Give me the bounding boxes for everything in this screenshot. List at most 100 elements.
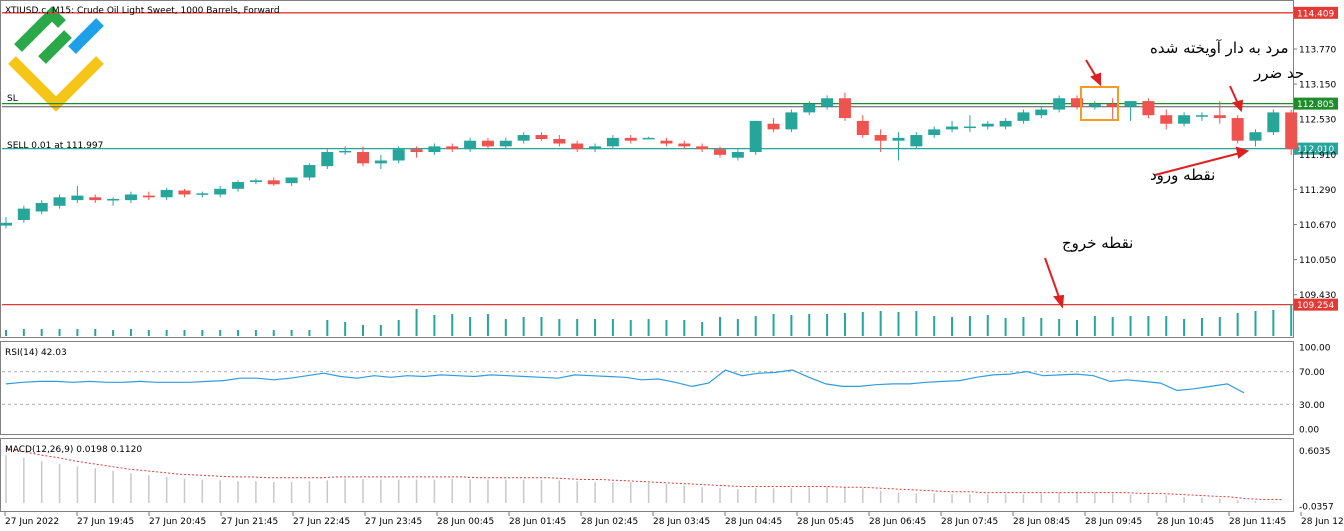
- candle-body-9: [160, 189, 173, 198]
- candle-body-71: [1267, 112, 1280, 133]
- logo-icon: [8, 6, 104, 112]
- price-tick-label-2: 112.530: [1299, 116, 1336, 126]
- candle-body-7: [124, 194, 137, 201]
- candle-body-48: [856, 120, 869, 136]
- candle-body-60: [1071, 98, 1083, 107]
- candle-body-36: [642, 137, 655, 140]
- candle-body-66: [1178, 115, 1191, 124]
- rsi-panel-frame: [0, 341, 1294, 435]
- time-tick-label-4: 27 Jun 22:45: [293, 517, 350, 527]
- exit-point-arrow: [1044, 257, 1061, 301]
- candle-body-42: [749, 120, 762, 153]
- candle-body-33: [589, 146, 602, 150]
- symbol-title: XTIUSD.c, M15: Crude Oil Light Sweet, 10…: [5, 6, 280, 16]
- candle-body-39: [696, 146, 709, 150]
- candle-body-68: [1213, 115, 1226, 119]
- time-tick-label-3: 27 Jun 21:45: [221, 517, 278, 527]
- time-tick-label-15: 28 Jun 09:45: [1085, 517, 1142, 527]
- price-tick-label-0: 113.770: [1299, 45, 1336, 55]
- time-tick-label-14: 28 Jun 08:45: [1013, 517, 1070, 527]
- level-price-label-3: 109.254: [1297, 301, 1334, 311]
- rsi-tick-label-0: 100.00: [1299, 344, 1331, 354]
- price-tick-label-7: 109.430: [1299, 291, 1336, 301]
- price-panel-frame: [0, 0, 1294, 338]
- candle-body-0: [0, 222, 12, 226]
- candle-body-61: [1088, 103, 1101, 107]
- rsi-title: RSI(14) 42.03: [5, 348, 67, 358]
- candle-body-16: [285, 177, 298, 184]
- candle-body-40: [714, 149, 726, 155]
- time-tick-label-10: 28 Jun 04:45: [725, 517, 782, 527]
- price-levels: 114.409 112.805 112.010 109.254: [2, 6, 1338, 311]
- entry-point-arrowhead: [1235, 146, 1250, 159]
- candle-body-41: [731, 152, 744, 158]
- candle-body-44: [785, 112, 798, 130]
- candle-body-17: [303, 165, 316, 178]
- candle-body-51: [910, 135, 923, 147]
- candle-body-20: [357, 152, 369, 164]
- macd-title: MACD(12,26,9) 0.0198 0.1120: [5, 445, 142, 455]
- candle-body-2: [35, 202, 48, 212]
- level-price-label-0: 114.409: [1297, 9, 1334, 19]
- rsi-tick-label-1: 70.00: [1299, 368, 1325, 378]
- stop-loss-arrowhead: [1232, 99, 1244, 113]
- time-tick-label-2: 27 Jun 20:45: [149, 517, 206, 527]
- candle-body-19: [339, 150, 352, 153]
- candle-body-4: [71, 195, 84, 201]
- candle-body-59: [1053, 98, 1066, 110]
- candle-body-24: [428, 146, 441, 153]
- candle-body-10: [178, 190, 191, 195]
- price-tick-label-5: 110.670: [1299, 221, 1336, 231]
- stop-loss-annotation: حد ضرر: [1253, 64, 1304, 82]
- candle-body-26: [464, 140, 477, 150]
- candle-body-47: [838, 98, 851, 119]
- entry-point-arrow: [1154, 152, 1241, 176]
- time-tick-label-12: 28 Jun 06:45: [869, 517, 926, 527]
- candle-body-69: [1231, 118, 1244, 141]
- candle-body-25: [446, 146, 459, 150]
- candle-body-64: [1142, 101, 1155, 116]
- price-tick-label-4: 111.290: [1299, 186, 1336, 196]
- rsi-series: 100.00 70.00 30.00 0.00: [2, 344, 1331, 436]
- time-tick-label-8: 28 Jun 02:45: [581, 517, 638, 527]
- time-tick-label-13: 28 Jun 07:45: [941, 517, 998, 527]
- candle-body-29: [517, 135, 530, 141]
- time-tick-label-18: 28 Jun 12:45: [1301, 517, 1344, 527]
- candle-body-23: [410, 149, 423, 153]
- time-tick-label-7: 28 Jun 01:45: [509, 517, 566, 527]
- price-tick-label-1: 113.150: [1299, 81, 1336, 91]
- candle-body-54: [963, 126, 976, 129]
- candle-body-38: [678, 143, 691, 147]
- candle-body-27: [481, 140, 494, 147]
- time-tick-label-5: 27 Jun 23:45: [365, 517, 422, 527]
- macd-tick-label-0: 0.6035: [1299, 447, 1331, 457]
- candle-body-63: [1124, 101, 1137, 107]
- time-tick-label-9: 28 Jun 03:45: [653, 517, 710, 527]
- candle-body-11: [196, 193, 209, 195]
- sell-order-label: SELL 0.01 at 111.997: [7, 141, 103, 151]
- candle-body-70: [1249, 132, 1262, 141]
- candle-body-13: [232, 182, 245, 189]
- candle-body-1: [17, 208, 30, 220]
- sl-label: SL: [7, 94, 18, 104]
- candle-body-30: [535, 135, 548, 139]
- candle-body-8: [142, 195, 155, 198]
- macd-signal-line: [5, 448, 1282, 500]
- candle-body-49: [874, 135, 887, 141]
- candle-body-62: [1106, 103, 1119, 107]
- candle-body-12: [214, 188, 227, 195]
- candle-body-46: [821, 98, 834, 107]
- candle-body-50: [892, 137, 905, 141]
- rsi-tick-label-2: 30.00: [1299, 401, 1325, 411]
- macd-series: 0.6035 -0.0357: [5, 447, 1334, 513]
- price-axis: 113.770 113.150 112.530 111.910 111.290 110.6…: [1293, 45, 1336, 301]
- candle-body-67: [1195, 115, 1208, 117]
- candle-body-65: [1160, 115, 1173, 124]
- candle-body-72: [1285, 112, 1298, 150]
- time-tick-label-1: 27 Jun 19:45: [77, 517, 134, 527]
- candle-body-43: [767, 123, 780, 130]
- time-tick-label-6: 28 Jun 00:45: [437, 517, 494, 527]
- price-tick-label-6: 110.050: [1299, 256, 1336, 266]
- candle-body-58: [1035, 109, 1048, 116]
- time-axis: 27 Jun 2022 27 Jun 19:45 27 Jun 20:45 27 Ju…: [4, 512, 1344, 527]
